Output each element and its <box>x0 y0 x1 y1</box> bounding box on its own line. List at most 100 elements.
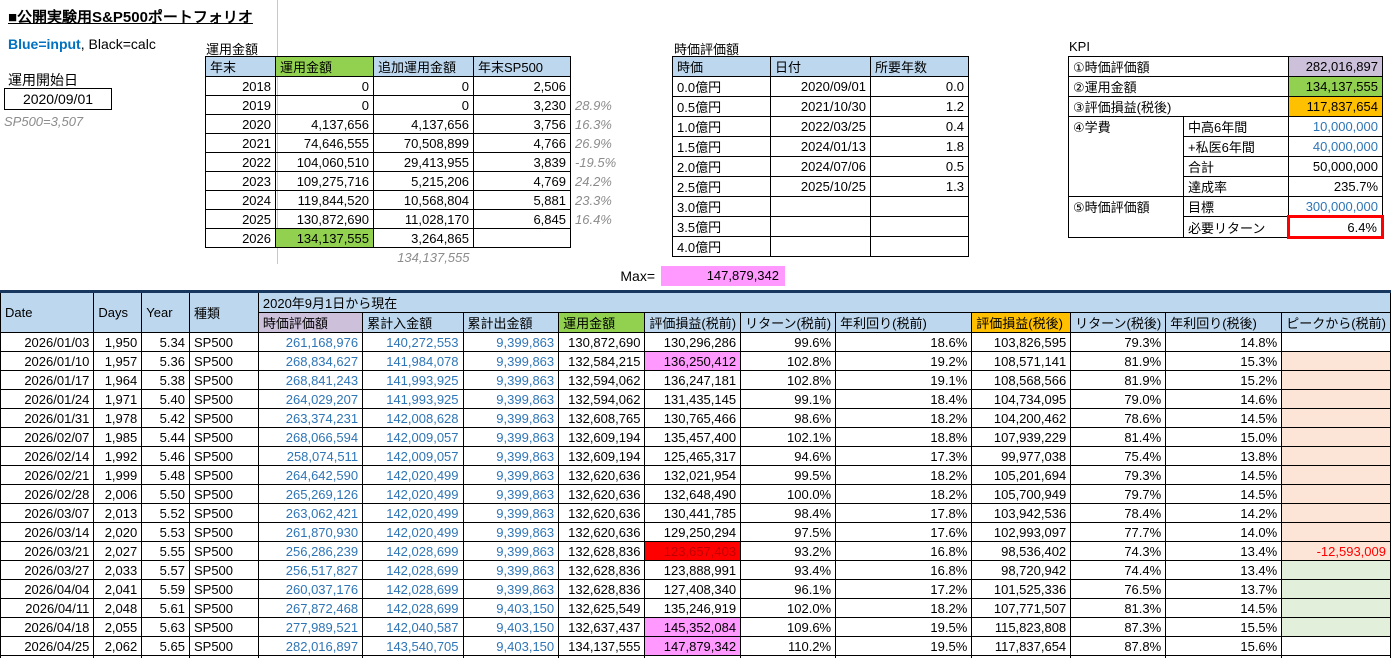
main-cell-pnl-pretax[interactable]: 147,879,342 <box>644 636 742 656</box>
jika-date-cell[interactable] <box>770 216 871 237</box>
main-cell-from-peak[interactable] <box>1281 598 1391 618</box>
main-cell-days[interactable]: 2,041 <box>93 579 143 599</box>
main-cell-return-pretax[interactable]: 99.1% <box>740 389 837 409</box>
main-cell-return-posttax[interactable]: 81.9% <box>1070 351 1167 371</box>
main-cell-annual-posttax[interactable]: 14.2% <box>1165 503 1283 523</box>
main-cell-pnl-posttax[interactable]: 105,201,694 <box>971 465 1072 485</box>
jika-years-cell[interactable]: 0.4 <box>870 116 969 137</box>
main-cell-market-value[interactable]: 277,989,521 <box>257 617 364 637</box>
main-cell-pnl-posttax[interactable]: 103,826,595 <box>971 332 1072 352</box>
main-cell-pnl-pretax[interactable]: 131,435,145 <box>644 389 742 409</box>
main-column-header[interactable]: 時価評価額 <box>257 312 364 333</box>
kpi-sub-label-cell[interactable]: 合計 <box>1183 156 1289 177</box>
main-cell-annual-posttax[interactable]: 14.6% <box>1165 389 1283 409</box>
main-cell-market-value[interactable]: 265,269,126 <box>257 484 364 504</box>
main-cell-principal[interactable]: 132,620,636 <box>558 522 646 542</box>
unyo-added-cell[interactable]: 5,215,206 <box>373 171 474 191</box>
main-cell-return-posttax[interactable]: 79.3% <box>1070 332 1167 352</box>
main-cell-pnl-posttax[interactable]: 108,568,566 <box>971 370 1072 390</box>
jika-milestone-cell[interactable]: 1.0億円 <box>672 116 771 137</box>
main-cell-from-peak[interactable] <box>1281 351 1391 371</box>
main-cell-principal[interactable]: 132,628,836 <box>558 541 646 561</box>
unyo-sp500-cell[interactable]: 6,845 <box>473 209 571 229</box>
main-cell-year[interactable]: 5.38 <box>141 370 190 390</box>
main-cell-type[interactable]: SP500 <box>188 598 259 618</box>
kpi-target-label-cell[interactable]: ⑤時価評価額 <box>1068 196 1184 238</box>
main-cell-year[interactable]: 5.55 <box>141 541 190 561</box>
main-cell-principal[interactable]: 132,609,194 <box>558 446 646 466</box>
main-cell-return-pretax[interactable]: 96.1% <box>740 579 837 599</box>
unyo-year-cell[interactable]: 2018 <box>205 76 276 96</box>
main-cell-from-peak[interactable] <box>1281 636 1391 656</box>
main-cell-cum-out[interactable]: 9,399,863 <box>462 427 560 447</box>
main-cell-days[interactable]: 2,020 <box>93 522 143 542</box>
main-cell-annual-pretax[interactable]: 18.4% <box>835 389 973 409</box>
main-column-header[interactable]: リターン(税前) <box>740 312 837 333</box>
main-cell-return-posttax[interactable]: 81.4% <box>1070 427 1167 447</box>
unyo-amount-cell[interactable]: 130,872,690 <box>275 209 374 229</box>
main-cell-principal[interactable]: 132,628,836 <box>558 560 646 580</box>
unyo-added-cell[interactable]: 11,028,170 <box>373 209 474 229</box>
main-cell-annual-pretax[interactable]: 18.2% <box>835 465 973 485</box>
main-cell-from-peak[interactable] <box>1281 579 1391 599</box>
main-cell-annual-pretax[interactable]: 18.2% <box>835 598 973 618</box>
main-cell-principal[interactable]: 132,625,549 <box>558 598 646 618</box>
main-cell-market-value[interactable]: 268,066,594 <box>257 427 364 447</box>
jika-years-cell[interactable]: 1.8 <box>870 136 969 157</box>
main-cell-year[interactable]: 5.59 <box>141 579 190 599</box>
main-cell-cum-in[interactable]: 142,028,699 <box>362 598 464 618</box>
main-cell-annual-pretax[interactable]: 19.1% <box>835 370 973 390</box>
unyo-year-cell[interactable]: 2026 <box>205 228 276 248</box>
kpi-label-cell[interactable]: ②運用金額 <box>1068 76 1289 97</box>
main-cell-return-posttax[interactable]: 74.3% <box>1070 541 1167 561</box>
main-column-header[interactable]: 年利回り(税前) <box>835 312 973 333</box>
unyo-added-cell[interactable]: 70,508,899 <box>373 133 474 153</box>
main-cell-cum-out[interactable]: 9,403,150 <box>462 636 560 656</box>
main-cell-market-value[interactable]: 282,016,897 <box>257 636 364 656</box>
unyo-added-cell[interactable]: 10,568,804 <box>373 190 474 210</box>
main-cell-year[interactable]: 5.44 <box>141 427 190 447</box>
main-cell-date[interactable]: 2026/02/07 <box>0 427 95 447</box>
main-column-header[interactable]: ピークから(税前) <box>1281 312 1391 333</box>
jika-date-cell[interactable] <box>770 196 871 217</box>
main-cell-return-pretax[interactable]: 110.2% <box>740 636 837 656</box>
unyo-added-cell[interactable]: 0 <box>373 76 474 96</box>
main-cell-type[interactable]: SP500 <box>188 427 259 447</box>
main-cell-from-peak[interactable] <box>1281 522 1391 542</box>
main-cell-from-peak[interactable] <box>1281 446 1391 466</box>
main-cell-pnl-pretax[interactable]: 135,457,400 <box>644 427 742 447</box>
main-cell-return-pretax[interactable]: 99.6% <box>740 332 837 352</box>
main-cell-annual-posttax[interactable]: 14.8% <box>1165 332 1283 352</box>
main-cell-return-posttax[interactable]: 79.0% <box>1070 389 1167 409</box>
main-cell-market-value[interactable]: 261,168,976 <box>257 332 364 352</box>
unyo-year-cell[interactable]: 2025 <box>205 209 276 229</box>
unyo-sp500-cell[interactable]: 5,881 <box>473 190 571 210</box>
main-cell-market-value[interactable]: 261,870,930 <box>257 522 364 542</box>
main-cell-return-posttax[interactable]: 87.3% <box>1070 617 1167 637</box>
main-cell-return-posttax[interactable]: 81.3% <box>1070 598 1167 618</box>
main-cell-pnl-pretax[interactable]: 132,021,954 <box>644 465 742 485</box>
main-cell-pnl-pretax[interactable]: 130,441,785 <box>644 503 742 523</box>
main-cell-pnl-posttax[interactable]: 104,734,095 <box>971 389 1072 409</box>
unyo-column-header[interactable]: 追加運用金額 <box>373 56 474 77</box>
main-cell-annual-posttax[interactable]: 14.5% <box>1165 465 1283 485</box>
unyo-sp500-cell[interactable]: 3,839 <box>473 152 571 172</box>
jika-column-header[interactable]: 所要年数 <box>870 56 969 77</box>
main-cell-days[interactable]: 1,992 <box>93 446 143 466</box>
main-cell-days[interactable]: 1,964 <box>93 370 143 390</box>
unyo-amount-cell[interactable]: 74,646,555 <box>275 133 374 153</box>
main-cell-type[interactable]: SP500 <box>188 522 259 542</box>
main-cell-principal[interactable]: 132,637,437 <box>558 617 646 637</box>
main-cell-days[interactable]: 1,971 <box>93 389 143 409</box>
main-cell-annual-pretax[interactable]: 17.8% <box>835 503 973 523</box>
main-cell-annual-posttax[interactable]: 14.0% <box>1165 522 1283 542</box>
main-cell-annual-pretax[interactable]: 18.8% <box>835 427 973 447</box>
main-cell-days[interactable]: 1,957 <box>93 351 143 371</box>
main-cell-from-peak[interactable] <box>1281 332 1391 352</box>
unyo-amount-cell[interactable]: 4,137,656 <box>275 114 374 134</box>
main-cell-annual-pretax[interactable]: 19.5% <box>835 636 973 656</box>
main-cell-market-value[interactable]: 258,074,511 <box>257 446 364 466</box>
main-cell-return-posttax[interactable]: 75.4% <box>1070 446 1167 466</box>
main-cell-days[interactable]: 1,985 <box>93 427 143 447</box>
jika-milestone-cell[interactable]: 2.5億円 <box>672 176 771 197</box>
